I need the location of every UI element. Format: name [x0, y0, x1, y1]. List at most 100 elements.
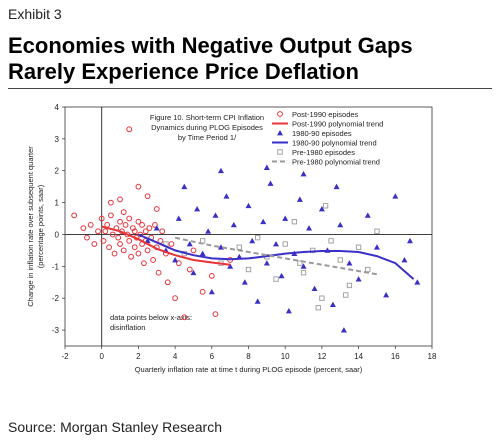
data-point-circle [142, 228, 149, 235]
data-point-triangle [406, 237, 413, 244]
data-point-square [374, 228, 380, 234]
data-point-triangle [282, 215, 289, 221]
data-point-triangle [340, 327, 347, 333]
x-tick-label: 0 [99, 352, 104, 361]
data-point-circle [120, 209, 127, 216]
data-point-circle [91, 241, 98, 247]
x-tick-label: 10 [281, 352, 290, 361]
legend-label: Pre-1980 polynomial trend [292, 158, 380, 167]
legend-label: Post-1990 polynomial trend [292, 120, 383, 129]
data-point-triangle [296, 196, 303, 202]
data-point-circle [107, 212, 114, 219]
x-tick-label: 18 [428, 352, 437, 361]
legend-marker [277, 111, 283, 117]
data-point-triangle [208, 288, 215, 295]
legend-marker [277, 149, 283, 155]
data-point-circle [109, 231, 116, 238]
data-point-circle [126, 215, 133, 222]
legend-label: 1980-90 episodes [292, 129, 352, 138]
data-point-square [346, 282, 353, 289]
data-point-circle [139, 222, 145, 228]
x-axis-label: Quarterly inflation rate at time t durin… [135, 365, 363, 374]
data-point-triangle [355, 276, 362, 282]
x-tick-label: -2 [61, 352, 69, 361]
data-point-square [297, 260, 303, 266]
data-point-square [319, 295, 325, 301]
trend-line [138, 233, 415, 280]
data-point-circle [137, 231, 144, 238]
data-point-triangle [172, 256, 179, 263]
title-divider [8, 88, 492, 89]
data-point-circle [155, 269, 162, 276]
title-line-2: Rarely Experience Price Deflation [8, 59, 359, 84]
data-point-square [291, 219, 298, 225]
data-point-circle [208, 272, 215, 279]
plot-frame [64, 106, 433, 347]
legend-marker [277, 130, 283, 136]
data-point-triangle [186, 241, 193, 247]
data-point-triangle [311, 285, 318, 292]
data-point-circle [146, 225, 153, 231]
data-point-triangle [267, 180, 274, 186]
x-tick-label: 16 [391, 352, 400, 361]
x-tick-label: 6 [210, 352, 215, 361]
data-point-triangle [254, 298, 261, 304]
data-point-circle [111, 250, 118, 257]
data-point-triangle [300, 263, 307, 269]
data-point-square [300, 270, 307, 276]
data-point-triangle [346, 260, 353, 266]
data-point-circle [212, 311, 219, 318]
data-point-triangle [144, 237, 151, 244]
data-point-circle [126, 126, 133, 133]
x-tick-label: 8 [246, 352, 251, 361]
exhibit-label: Exhibit 3 [8, 6, 62, 22]
data-point-triangle [230, 221, 237, 228]
legend-label: Post-1990 episodes [292, 110, 359, 119]
data-point-triangle [223, 193, 230, 199]
trend-line [174, 236, 378, 276]
data-point-circle [100, 237, 107, 244]
data-point-triangle [306, 225, 313, 231]
data-point-triangle [249, 237, 256, 244]
data-point-square [273, 276, 279, 282]
data-point-square [343, 292, 349, 298]
legend-label: Pre-1980 episodes [292, 148, 355, 157]
data-point-circle [144, 247, 151, 254]
data-point-square [365, 266, 371, 273]
data-point-circle [199, 288, 206, 295]
data-point-triangle [217, 167, 224, 174]
data-point-triangle [205, 228, 212, 234]
data-point-circle [181, 314, 188, 321]
data-point-square [322, 203, 329, 209]
data-point-circle [131, 244, 138, 251]
y-tick-label: 0 [55, 230, 60, 239]
page-title: Economies with Negative Output Gaps Rare… [8, 33, 492, 85]
data-point-square [337, 257, 343, 263]
data-point-circle [107, 199, 114, 206]
data-point-circle [135, 218, 142, 225]
data-point-triangle [273, 241, 280, 247]
data-point-square [255, 235, 261, 241]
data-point-square [355, 244, 362, 250]
data-point-triangle [263, 260, 270, 266]
x-tick-label: 14 [354, 352, 363, 361]
data-point-circle [186, 266, 193, 273]
data-point-circle [120, 247, 127, 254]
data-point-triangle [194, 205, 201, 212]
data-point-triangle [383, 292, 390, 298]
data-point-triangle [318, 205, 325, 212]
data-point-triangle [190, 269, 197, 276]
data-point-circle [131, 228, 138, 235]
data-point-circle [106, 244, 112, 251]
data-point-square [328, 238, 334, 244]
data-point-triangle [333, 183, 340, 190]
trend-line [101, 225, 231, 266]
data-point-triangle [175, 215, 182, 221]
data-point-circle [95, 228, 101, 235]
data-point-triangle [260, 218, 267, 225]
data-point-circle [80, 225, 87, 231]
data-point-circle [117, 218, 123, 225]
chart-title-line: by Time Period 1/ [178, 133, 237, 142]
annotation-line: disinflation [110, 323, 145, 332]
